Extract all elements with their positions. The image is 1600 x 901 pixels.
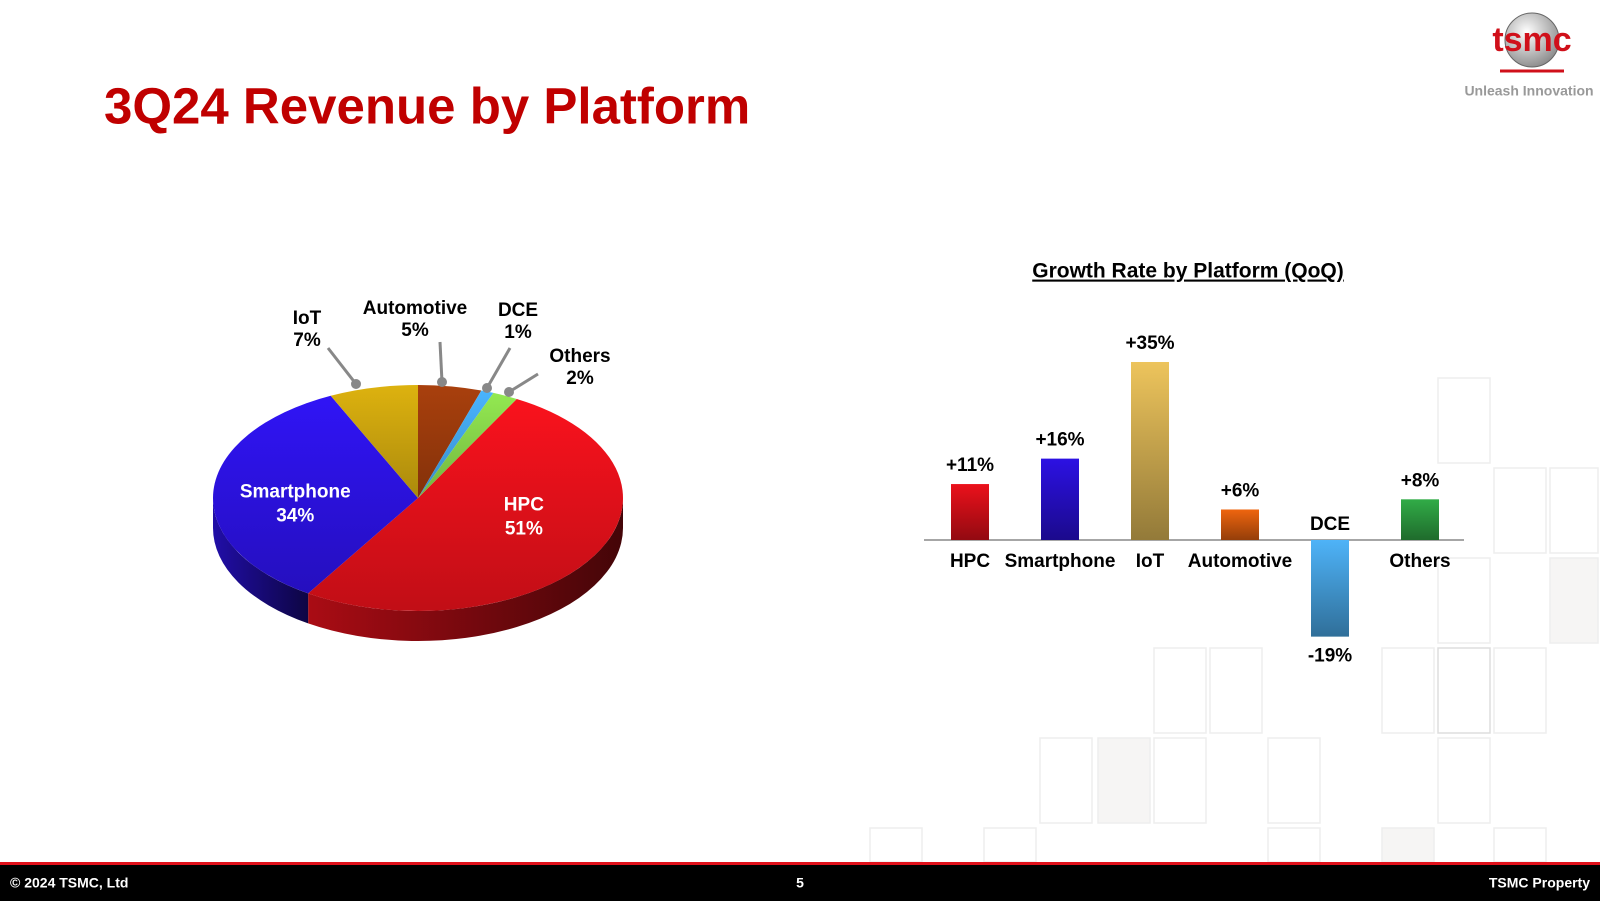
leader-dot [504,387,514,397]
bar [951,484,989,540]
slice-value: 34% [276,506,314,527]
leader-line [326,347,358,385]
category-label: DCE [1310,514,1350,535]
logo: tsmc Unleash Innovation [1464,12,1594,99]
bar [1311,540,1349,637]
footer-copyright: © 2024 TSMC, Ltd [10,875,128,891]
bar [1041,458,1079,540]
logo-text: tsmc [1492,21,1571,59]
pie-slice [330,385,418,498]
background-tiles [869,377,1599,863]
slice-top [308,398,624,612]
pie-slice [418,390,494,498]
slide-title: 3Q24 Revenue by Platform [104,77,750,134]
leader-dot [437,377,447,387]
pie-slice [418,392,517,498]
slice-value: 1% [504,322,532,343]
slice-side [308,498,623,641]
slice-label: Smartphone [240,482,351,503]
slice-value: 2% [566,368,594,389]
slice-label: DCE [498,300,538,321]
category-label: Smartphone [1005,551,1116,572]
slice-label: HPC [504,495,544,516]
value-label: +11% [946,455,994,476]
category-label: Others [1389,551,1450,572]
value-label: -19% [1308,646,1352,667]
slice-side [213,498,309,624]
bar-chart: Growth Rate by Platform (QoQ) +11% HPC +16%… [924,260,1464,667]
slice-label: Automotive [363,298,468,319]
category-label: HPC [950,551,990,572]
footer-page: 5 [796,875,804,891]
bar-chart-title: Growth Rate by Platform (QoQ) [1032,260,1344,283]
value-label: +8% [1401,470,1440,491]
footer: © 2024 TSMC, Ltd 5 TSMC Property [0,862,1600,901]
category-label: Automotive [1188,551,1293,572]
value-label: +35% [1125,333,1174,354]
value-label: +16% [1035,430,1084,451]
leader-dot [351,379,361,389]
pie-slice [418,385,482,498]
footer-property: TSMC Property [1489,875,1590,891]
slice-label: IoT [293,308,322,329]
slice-top [418,385,482,498]
bar [1131,362,1169,540]
slice-label: Others [549,346,610,367]
slice-top [418,392,517,498]
slice-top [330,385,418,498]
slice-value: 5% [401,320,429,341]
slice-value: 51% [505,519,543,540]
leader-line [438,341,444,383]
slice-top [418,390,494,498]
pie-slice [308,398,624,641]
bar [1401,499,1439,540]
category-label: IoT [1136,551,1165,572]
bar [1221,509,1259,540]
logo-tagline: Unleash Innovation [1464,83,1593,99]
leader-line [508,372,539,394]
leader-dot [482,383,492,393]
pie-slice [213,395,418,624]
leader-line [485,347,512,389]
slice-top [213,395,418,594]
slice-value: 7% [293,330,321,351]
value-label: +6% [1221,481,1260,502]
